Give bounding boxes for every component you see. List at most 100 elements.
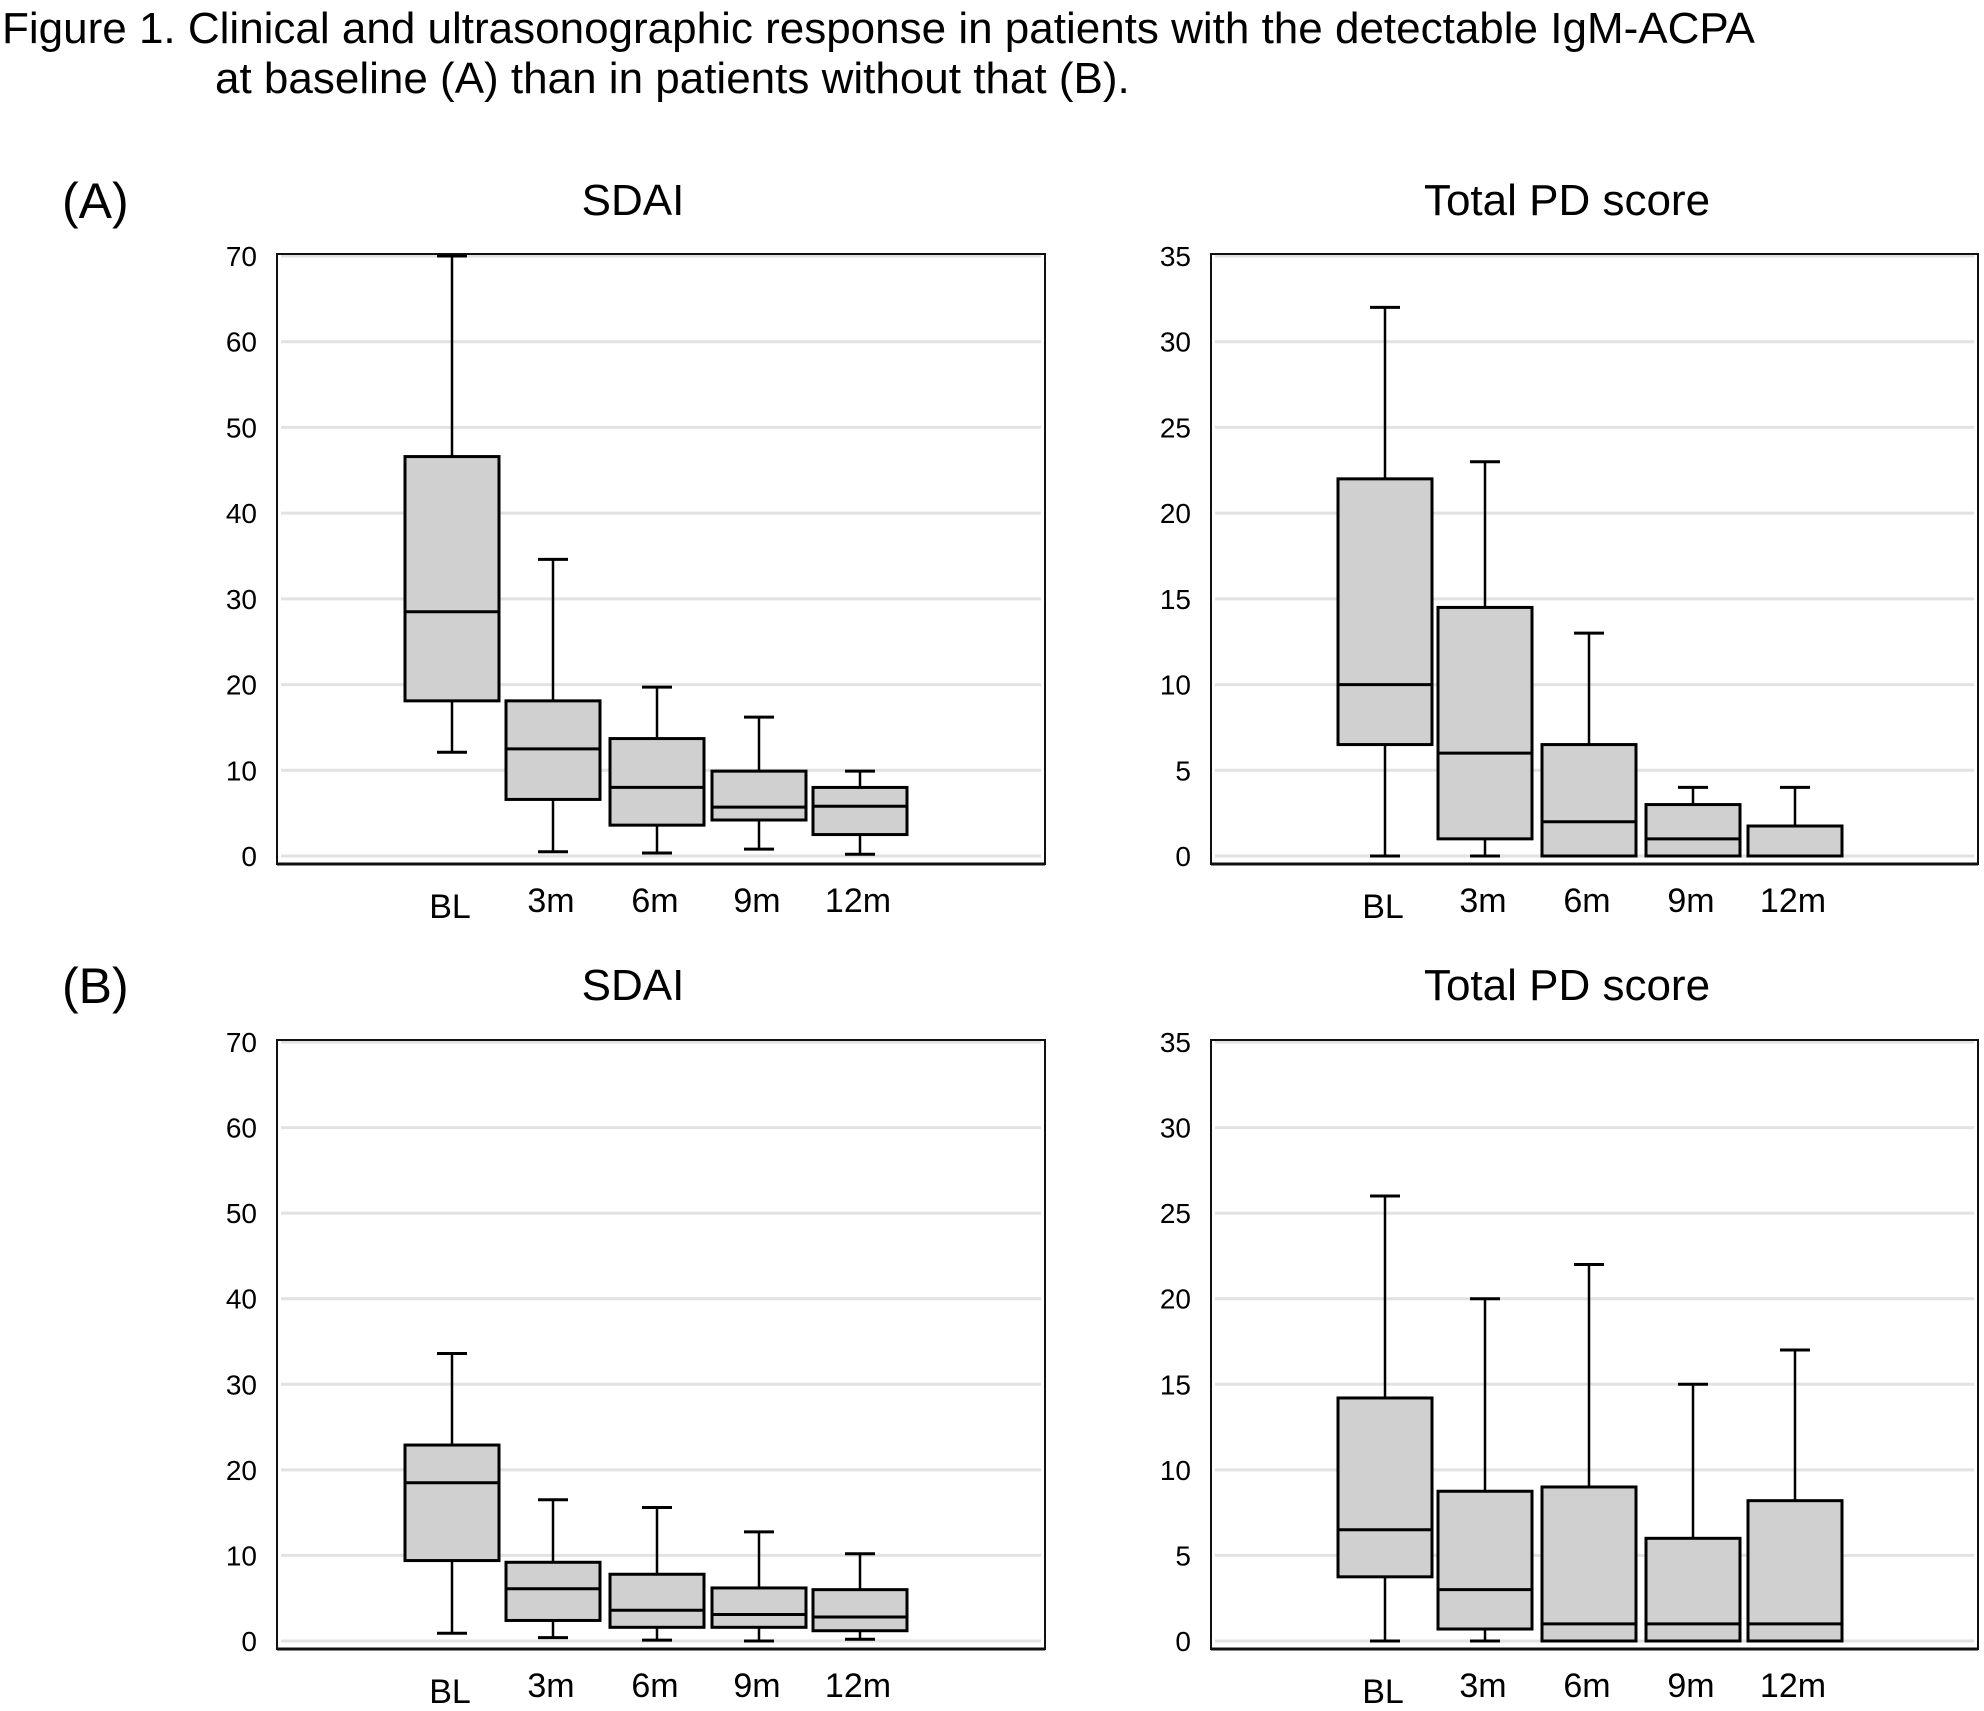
y-tick-label: 20 xyxy=(226,1455,257,1486)
box-3m xyxy=(1436,1297,1534,1643)
y-tick-label: 30 xyxy=(226,584,257,615)
x-tick-label: 6m xyxy=(631,882,678,920)
box-3m xyxy=(504,1498,602,1640)
iqr-box xyxy=(811,1588,909,1633)
y-tick-label: 50 xyxy=(226,1198,257,1229)
box-12m xyxy=(1746,1348,1844,1643)
iqr-box xyxy=(710,1586,808,1629)
y-tick-label: 40 xyxy=(226,1284,257,1315)
iqr-box xyxy=(1540,743,1638,858)
box-9m xyxy=(1644,785,1742,858)
box-BL xyxy=(1336,305,1434,858)
y-tick-label: 0 xyxy=(1175,841,1191,872)
box-BL xyxy=(1336,1194,1434,1643)
box-9m xyxy=(710,1530,808,1643)
iqr-box xyxy=(1644,803,1742,858)
y-tick-label: 10 xyxy=(226,1540,257,1571)
y-tick-label: 70 xyxy=(226,1027,257,1058)
x-tick-label: 3m xyxy=(1459,1667,1506,1705)
x-tick-label: 6m xyxy=(1563,1667,1610,1705)
iqr-box xyxy=(1336,1396,1434,1579)
y-tick-label: 0 xyxy=(1175,1626,1191,1657)
figure-caption-line-2: at baseline (A) than in patients without… xyxy=(215,54,1130,103)
y-tick-label: 20 xyxy=(226,670,257,701)
y-tick-label: 20 xyxy=(1160,498,1191,529)
panel-label-b: (B) xyxy=(62,958,129,1014)
iqr-box xyxy=(504,1560,602,1622)
y-tick-label: 50 xyxy=(226,412,257,443)
iqr-box xyxy=(608,737,706,827)
box-3m xyxy=(1436,460,1534,858)
chart-panel-4: Total PD score 0 5 10 15 20 25 30 35 BL 3m 6m 9m 12m xyxy=(1160,961,1979,1711)
box-BL xyxy=(403,1351,501,1635)
y-tick-label: 25 xyxy=(1160,412,1191,443)
iqr-box xyxy=(403,455,501,703)
y-tick-label: 10 xyxy=(1160,670,1191,701)
x-tick-label: BL xyxy=(429,888,471,926)
box-9m xyxy=(710,715,808,851)
box-12m xyxy=(811,769,909,856)
y-tick-label: 40 xyxy=(226,498,257,529)
box-6m xyxy=(1540,1262,1638,1643)
x-tick-label: 3m xyxy=(527,882,574,920)
chart-title: SDAI xyxy=(582,961,685,1010)
chart-panel-2: Total PD score 0 5 10 15 20 25 30 35 BL 3m 6m 9m 12m xyxy=(1160,176,1979,926)
iqr-box xyxy=(1336,477,1434,747)
y-tick-label: 60 xyxy=(226,327,257,358)
x-tick-label: 12m xyxy=(825,1667,891,1705)
y-tick-label: 60 xyxy=(226,1113,257,1144)
iqr-box xyxy=(710,769,808,822)
y-tick-label: 5 xyxy=(1175,755,1191,786)
x-tick-label: 6m xyxy=(631,1667,678,1705)
iqr-box xyxy=(1540,1485,1638,1643)
panel-label-a: (A) xyxy=(62,173,129,229)
x-tick-label: 3m xyxy=(1459,882,1506,920)
x-tick-label: BL xyxy=(1362,1673,1404,1711)
chart-title: Total PD score xyxy=(1424,176,1710,225)
iqr-box xyxy=(403,1443,501,1563)
chart-title: SDAI xyxy=(582,176,685,225)
box-12m xyxy=(811,1552,909,1641)
x-tick-label: 6m xyxy=(1563,882,1610,920)
x-tick-label: 12m xyxy=(1760,1667,1826,1705)
y-tick-label: 35 xyxy=(1160,1027,1191,1058)
iqr-box xyxy=(811,785,909,837)
chart-title: Total PD score xyxy=(1424,961,1710,1010)
iqr-box xyxy=(1746,1499,1844,1643)
x-tick-label: BL xyxy=(1362,888,1404,926)
box-3m xyxy=(504,557,602,854)
y-tick-label: 5 xyxy=(1175,1540,1191,1571)
figure-caption-line-1: Figure 1. Clinical and ultrasonographic … xyxy=(2,4,1755,53)
y-tick-label: 0 xyxy=(241,1626,257,1657)
x-tick-label: 9m xyxy=(733,882,780,920)
iqr-box xyxy=(1746,824,1844,858)
y-tick-label: 30 xyxy=(1160,1113,1191,1144)
x-tick-label: 12m xyxy=(825,882,891,920)
y-tick-label: 35 xyxy=(1160,241,1191,272)
box-9m xyxy=(1644,1382,1742,1643)
box-12m xyxy=(1746,785,1844,858)
chart-panel-3: SDAI 0 10 20 30 40 50 60 70 BL 3m 6m 9m 12m xyxy=(226,961,1046,1711)
y-tick-label: 30 xyxy=(226,1369,257,1400)
y-tick-label: 20 xyxy=(1160,1284,1191,1315)
plot-frame xyxy=(276,1039,1046,1650)
x-tick-label: 9m xyxy=(1667,1667,1714,1705)
iqr-box xyxy=(1436,1489,1534,1631)
y-tick-label: 10 xyxy=(1160,1455,1191,1486)
y-tick-label: 30 xyxy=(1160,327,1191,358)
x-tick-label: 3m xyxy=(527,1667,574,1705)
box-BL xyxy=(403,254,501,754)
y-tick-label: 25 xyxy=(1160,1198,1191,1229)
y-tick-label: 15 xyxy=(1160,584,1191,615)
iqr-box xyxy=(1436,605,1534,841)
y-tick-label: 0 xyxy=(241,841,257,872)
box-6m xyxy=(608,1506,706,1642)
x-tick-label: 9m xyxy=(1667,882,1714,920)
x-tick-label: 12m xyxy=(1760,882,1826,920)
y-tick-label: 70 xyxy=(226,241,257,272)
chart-panel-1: SDAI 0 10 20 30 40 50 60 70 BL 3m 6m 9m 12m xyxy=(226,176,1046,926)
x-tick-label: 9m xyxy=(733,1667,780,1705)
y-tick-label: 10 xyxy=(226,755,257,786)
y-tick-label: 15 xyxy=(1160,1369,1191,1400)
